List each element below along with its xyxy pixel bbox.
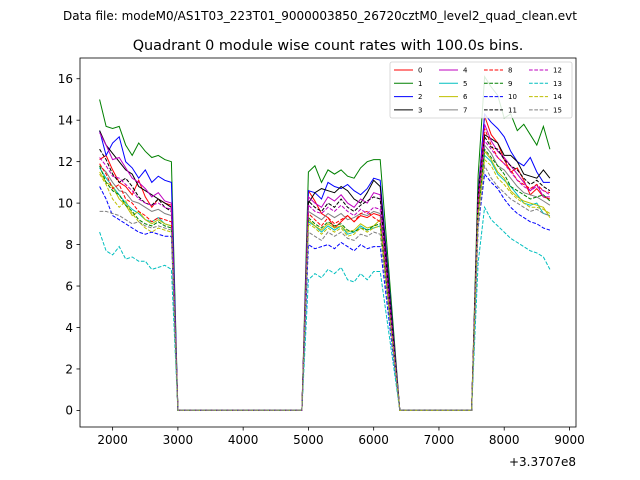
y-tick-label: 0 <box>65 404 73 418</box>
series-line-13 <box>99 205 551 411</box>
y-tick-label: 16 <box>58 72 73 86</box>
legend-label-0: 0 <box>418 67 422 75</box>
x-tick-label: 9000 <box>554 433 585 447</box>
y-tick-label: 4 <box>65 321 73 335</box>
y-tick-label: 6 <box>65 279 73 293</box>
y-tick-label: 2 <box>65 362 73 376</box>
axes-frame <box>79 57 577 428</box>
legend-label-5: 5 <box>463 80 467 88</box>
y-tick-label: 8 <box>65 238 73 252</box>
legend-label-3: 3 <box>418 106 422 114</box>
legend-label-11: 11 <box>508 106 517 114</box>
x-tick-label: 3000 <box>163 433 194 447</box>
legend-label-4: 4 <box>463 67 468 75</box>
series-line-10 <box>99 172 551 411</box>
x-tick-label: 2000 <box>97 433 128 447</box>
legend-box <box>389 61 573 119</box>
legend-label-8: 8 <box>508 67 512 75</box>
series-line-15 <box>99 164 551 411</box>
x-axis-offset-label: +3.3707e8 <box>509 455 576 469</box>
plot-area <box>99 75 551 411</box>
x-tick-label: 6000 <box>358 433 389 447</box>
x-tick-label: 7000 <box>424 433 455 447</box>
legend-label-14: 14 <box>553 93 562 101</box>
legend-label-10: 10 <box>508 93 517 101</box>
y-tick-label: 12 <box>58 155 73 169</box>
series-line-14 <box>99 158 551 411</box>
y-tick-label: 10 <box>58 196 73 210</box>
x-tick-label: 5000 <box>293 433 324 447</box>
legend-label-12: 12 <box>553 67 562 75</box>
series-line-1 <box>99 75 551 411</box>
legend-label-6: 6 <box>463 93 468 101</box>
legend-label-2: 2 <box>418 93 422 101</box>
legend-label-15: 15 <box>553 106 562 114</box>
x-tick-label: 8000 <box>489 433 520 447</box>
x-axis: 2000 3000 4000 5000 6000 7000 8000 9000 <box>97 427 585 447</box>
y-axis: 0 2 4 6 8 10 12 14 16 <box>58 72 80 418</box>
legend-label-1: 1 <box>418 80 422 88</box>
legend-label-13: 13 <box>553 80 562 88</box>
y-tick-label: 14 <box>58 113 73 127</box>
legend-label-9: 9 <box>508 80 512 88</box>
chart-title: Quadrant 0 module wise count rates with … <box>133 38 524 54</box>
x-tick-label: 4000 <box>228 433 259 447</box>
figure-suptitle: Data file: modeM0/AS1T03_223T01_90000038… <box>63 9 577 23</box>
legend-label-7: 7 <box>463 106 467 114</box>
series-line-7 <box>99 143 551 411</box>
